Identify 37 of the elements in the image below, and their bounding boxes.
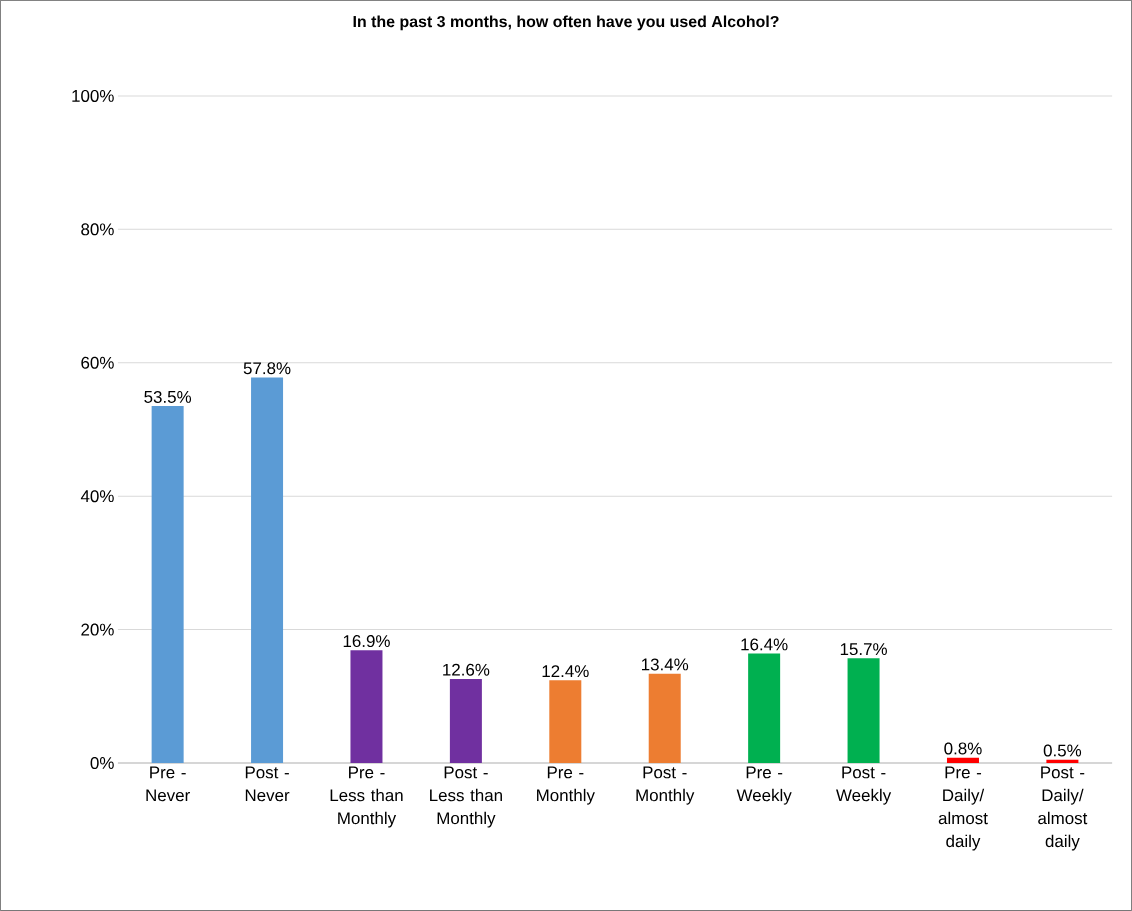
x-tick-label: Post - Never <box>245 766 290 802</box>
bar <box>549 680 582 764</box>
data-label: 13.4% <box>642 658 689 671</box>
data-label: 16.9% <box>343 635 390 648</box>
data-label: 57.8% <box>243 362 291 375</box>
bar <box>1046 759 1079 764</box>
y-tick-label: 60% <box>81 356 114 369</box>
y-tick-label: 0% <box>90 757 114 770</box>
x-tick-label: Pre - Monthly <box>537 766 595 805</box>
y-tick-label: 20% <box>81 623 114 636</box>
x-tick-label: Post - Less than Monthly <box>430 766 502 828</box>
data-label: 0.5% <box>1043 744 1082 757</box>
y-tick-label: 100% <box>72 89 114 102</box>
data-label: 12.4% <box>542 665 589 678</box>
data-label: 0.8% <box>944 742 982 755</box>
x-tick-label: Post - Weekly <box>836 766 892 805</box>
y-tick-label: 40% <box>80 490 114 503</box>
bar <box>847 658 880 764</box>
bar <box>350 650 383 764</box>
y-tick-label: 80% <box>81 223 114 236</box>
bar <box>648 673 681 764</box>
x-tick-label: Post - Monthly <box>636 766 695 805</box>
bar <box>151 406 184 764</box>
data-label: 15.7% <box>840 643 887 656</box>
x-tick-label: Pre - Less than Monthly <box>330 766 403 828</box>
x-tick-label: Post - Daily/ almost daily <box>1038 766 1088 851</box>
data-label: 16.4% <box>741 638 788 651</box>
x-tick-label: Pre - Weekly <box>736 766 792 805</box>
x-tick-label: Pre - Daily/ almost daily <box>938 766 988 851</box>
bar <box>946 757 979 764</box>
bar <box>251 377 284 764</box>
data-label: 53.5% <box>144 390 192 403</box>
x-tick-label: Pre - Never <box>146 766 190 802</box>
chart-title: In the past 3 months, how often have you used Alcohol? <box>353 15 779 31</box>
bar <box>449 678 482 764</box>
bar <box>748 653 781 764</box>
data-label: 12.6% <box>443 663 490 676</box>
